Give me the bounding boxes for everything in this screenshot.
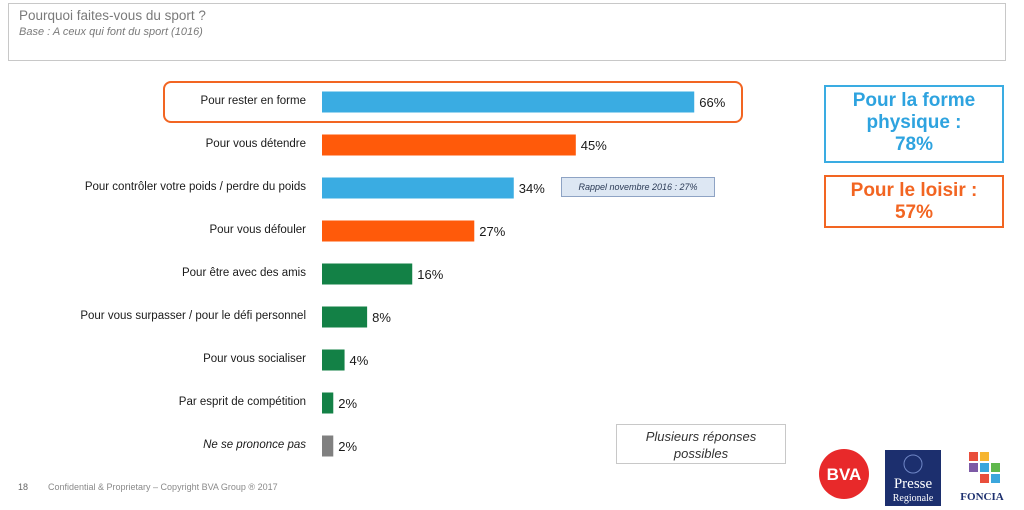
foncia-logo-text: FONCIA [960, 491, 1003, 503]
chart-title: Pourquoi faites-vous du sport ? [19, 8, 206, 23]
presse-logo-line2: Regionale [893, 493, 934, 504]
bar-8 [322, 392, 334, 414]
bva-logo: BVA [819, 449, 869, 499]
category-label-3: Pour contrôler votre poids / perdre du p… [84, 181, 306, 193]
kpi-forme-box: Pour la forme physique : 78% [824, 85, 1004, 163]
highlight-frame [163, 81, 743, 123]
note-line1: Plusieurs réponses [645, 429, 757, 444]
value-label-5: 16% [417, 267, 443, 282]
bar-1 [322, 91, 695, 113]
value-label-6: 8% [372, 310, 391, 325]
rappel-annotation: Rappel novembre 2016 : 27% [561, 177, 715, 197]
presse-logo-line1: Presse [894, 476, 933, 492]
note-line2: possibles [673, 446, 729, 461]
category-label-8: Par esprit de compétition [178, 396, 306, 408]
category-label-5: Pour être avec des amis [181, 267, 306, 279]
value-label-8: 2% [338, 396, 357, 411]
bva-logo-text: BVA [827, 465, 862, 484]
value-label-9: 2% [338, 439, 357, 454]
multiple-answers-note: Plusieurs réponses possibles [616, 424, 786, 464]
bar-7 [322, 349, 345, 371]
page-number: 18 [18, 482, 29, 492]
bar-6 [322, 306, 368, 328]
kpi-loisir-value: 57% [894, 202, 934, 223]
header-box: Pourquoi faites-vous du sport ? Base : A… [8, 3, 1006, 61]
bar-9 [322, 435, 334, 457]
bar-5 [322, 263, 413, 285]
kpi-forme-value: 78% [894, 134, 934, 155]
chart-subtitle: Base : A ceux qui font du sport (1016) [19, 26, 203, 38]
kpi-loisir-line1: Pour le loisir : [850, 180, 978, 201]
value-label-7: 4% [350, 353, 369, 368]
category-label-4: Pour vous défouler [209, 224, 306, 236]
value-label-4: 27% [479, 224, 505, 239]
bar-2 [322, 134, 576, 156]
category-label-6: Pour vous surpasser / pour le défi perso… [80, 310, 306, 322]
bar-3 [322, 177, 514, 199]
value-label-2: 45% [581, 138, 607, 153]
kpi-forme-line2: physique : [866, 112, 962, 133]
category-label-9: Ne se prononce pas [203, 439, 306, 451]
value-label-1: 66% [699, 95, 725, 110]
copyright-text: Confidential & Proprietary – Copyright B… [48, 482, 278, 492]
category-label-2: Pour vous détendre [205, 138, 306, 150]
presse-regionale-logo: Presse Regionale [885, 450, 941, 506]
category-label-7: Pour vous socialiser [203, 353, 306, 365]
category-label-1: Pour rester en forme [200, 95, 306, 107]
value-label-3: 34% [519, 181, 545, 196]
bar-4 [322, 220, 475, 242]
kpi-loisir-box: Pour le loisir : 57% [824, 175, 1004, 228]
foncia-logo: FONCIA [960, 452, 1004, 503]
kpi-forme-line1: Pour la forme [852, 90, 976, 111]
